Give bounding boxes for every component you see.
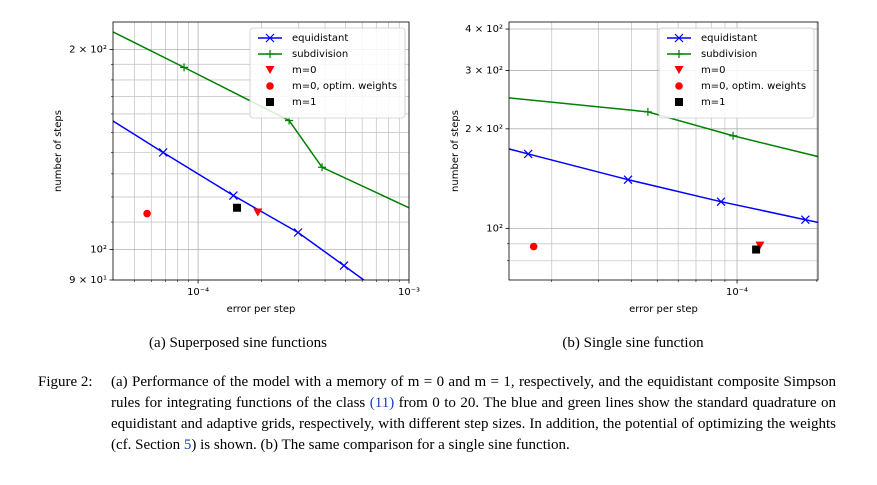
subcaption: (b) Single sine function — [562, 335, 704, 351]
caption-text: (a) Performance of the model with a memo… — [111, 372, 836, 456]
plot: 10⁻⁴ 10² 2 × 10² 3 × 10² 4 × 10² error per st… — [450, 21, 819, 315]
plot: 10⁻⁴ 10⁻³ 9 × 10¹ 10² 2 × 10² error per step n… — [53, 12, 434, 315]
marker — [158, 148, 168, 157]
x-tick-label: 10⁻³ — [398, 287, 420, 298]
x-axis-label: error per step — [227, 304, 296, 315]
marker — [529, 242, 538, 251]
marker — [89, 105, 97, 113]
caption-part: ) is shown. (b) The same comparison for … — [191, 437, 570, 453]
marker — [293, 228, 303, 237]
legend-marker — [675, 82, 683, 90]
legend-label: m=0, optim. weights — [701, 81, 806, 92]
y-tick-label: 3 × 10² — [465, 65, 503, 76]
marker — [426, 214, 434, 222]
caption-part: (a) Performance of the model with a memo… — [111, 374, 836, 411]
marker — [476, 137, 484, 145]
legend-marker — [266, 82, 274, 90]
legend-marker — [266, 98, 274, 106]
legend-marker — [265, 66, 275, 74]
marker — [623, 175, 633, 185]
series-line — [113, 120, 366, 280]
plot-frame — [508, 21, 819, 281]
y-axis-label: number of steps — [450, 110, 461, 192]
marker — [318, 163, 327, 172]
y-axis-label: number of steps — [53, 110, 64, 192]
y-tick-label: 9 × 10¹ — [69, 275, 107, 286]
legend-label: m=1 — [292, 97, 316, 108]
data-area — [76, 12, 434, 303]
legend-marker — [265, 33, 275, 43]
marker — [180, 63, 189, 72]
marker — [143, 209, 151, 218]
y-tick-label: 10² — [90, 245, 107, 256]
marker — [466, 90, 474, 98]
legend: equidistant subdivision m=0 m=0, optim. wei… — [249, 27, 406, 119]
legend-marker — [675, 98, 683, 106]
legend-label: m=0 — [701, 65, 725, 76]
marker — [233, 203, 242, 212]
plot-frame — [112, 21, 410, 281]
caption-label: Figure 2: — [38, 374, 93, 390]
y-tick-label: 2 × 10² — [69, 45, 107, 56]
marker — [386, 295, 394, 303]
legend-label: m=0, optim. weights — [292, 81, 397, 92]
marker — [523, 149, 533, 159]
legend-label: m=1 — [701, 97, 725, 108]
marker — [253, 208, 263, 217]
marker — [643, 107, 652, 116]
marker — [752, 245, 761, 254]
marker — [729, 131, 738, 140]
figure: 10⁻⁴ 10⁻³ 9 × 10¹ 10² 2 × 10² error per step n… — [53, 12, 819, 315]
marker — [228, 191, 238, 200]
y-tick-label: 2 × 10² — [465, 124, 503, 135]
x-tick-label: 10⁻⁴ — [726, 287, 748, 298]
marker — [800, 215, 810, 225]
caption-part: from 0 to 20. The blue and green lines s… — [111, 395, 836, 453]
x-tick-label: 10⁻⁴ — [187, 287, 209, 298]
legend: equidistant subdivision m=0 m=0, optim. wei… — [658, 27, 815, 119]
legend-label: subdivision — [292, 49, 348, 60]
legend-box — [658, 27, 815, 119]
legend-label: equidistant — [701, 33, 757, 44]
legend-label: m=0 — [292, 65, 316, 76]
marker — [339, 261, 349, 271]
legend-label: equidistant — [292, 33, 348, 44]
y-tick-label: 10² — [486, 224, 503, 235]
subcaption: (a) Superposed sine functions — [149, 335, 327, 351]
legend-marker — [675, 50, 683, 58]
legend-marker — [674, 33, 684, 43]
series-line — [509, 97, 818, 158]
section-link[interactable]: 5 — [183, 437, 192, 453]
marker — [716, 197, 726, 207]
figure-caption: Figure 2: (a) Performance of the model w… — [38, 372, 836, 456]
y-tick-label: 4 × 10² — [465, 24, 503, 35]
legend-label: subdivision — [701, 49, 757, 60]
x-axis-label: error per step — [629, 304, 698, 315]
marker — [76, 12, 84, 20]
legend-marker — [266, 50, 274, 58]
legend-box — [249, 27, 406, 119]
legend-marker — [674, 66, 684, 74]
equation-link[interactable]: (11) — [369, 395, 395, 411]
